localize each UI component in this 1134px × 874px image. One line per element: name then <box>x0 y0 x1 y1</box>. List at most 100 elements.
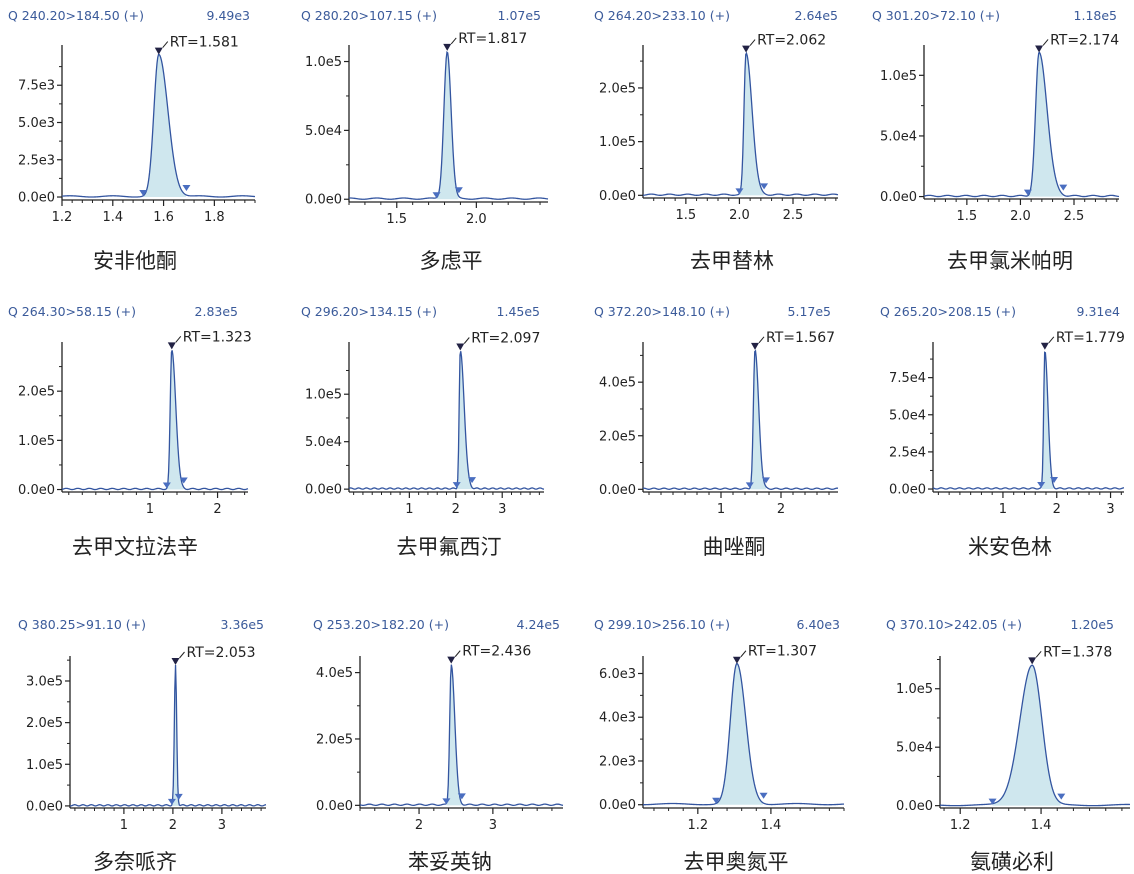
y-tick-label: 4.0e3 <box>599 711 636 726</box>
y-tick-label: 2.0e3 <box>599 754 636 769</box>
y-tick-label: 4.0e5 <box>599 376 636 391</box>
retention-time-label: RT=1.567 <box>766 330 835 346</box>
y-tick-label: 0.0e0 <box>880 190 917 205</box>
peak-end-marker <box>182 185 191 192</box>
retention-time-label: RT=1.378 <box>1043 644 1112 660</box>
x-tick-label: 1 <box>120 818 128 833</box>
transition-label: Q 264.20>233.10 (+) <box>594 8 730 23</box>
y-tick-label: 2.0e5 <box>599 81 636 96</box>
y-tick-label: 2.0e5 <box>316 732 353 747</box>
apex-marker <box>732 656 741 664</box>
x-tick-label: 2.5 <box>783 208 804 223</box>
peak-area <box>716 663 763 805</box>
x-tick-label: 2 <box>452 502 460 517</box>
apex-marker <box>443 43 452 51</box>
compound-name: 米安色林 <box>968 535 1052 559</box>
apex-marker <box>456 343 465 351</box>
peak-end-marker <box>468 477 477 484</box>
peak-start-marker <box>162 482 171 489</box>
rt-leader-line <box>454 650 461 657</box>
x-tick-label: 2 <box>415 818 423 833</box>
rt-leader-line <box>450 37 457 45</box>
rt-leader-line <box>740 650 747 658</box>
chart-svg: Q 370.10>242.05 (+) 1.20e5 氨磺必利 0.0e0 5.0… <box>886 617 1131 874</box>
apex-marker <box>742 45 751 53</box>
chromatogram-panel: Q 264.20>233.10 (+) 2.64e5 去甲替林 0.0e0 1.0… <box>586 0 869 290</box>
chromatogram-trace <box>348 351 545 490</box>
retention-time-label: RT=2.097 <box>471 330 540 346</box>
y-tick-label: 5.0e4 <box>305 124 342 139</box>
retention-time-label: RT=1.779 <box>1056 330 1125 346</box>
transition-label: Q 264.30>58.15 (+) <box>8 304 136 319</box>
chromatogram-trace <box>939 664 1131 807</box>
y-tick-label: 0.0e0 <box>599 798 636 813</box>
rt-leader-line <box>463 337 470 344</box>
apex-marker <box>1035 45 1044 53</box>
retention-time-label: RT=2.174 <box>1050 32 1119 48</box>
x-tick-label: 1.5 <box>957 209 978 224</box>
max-intensity-label: 1.18e5 <box>1074 8 1117 23</box>
transition-label: Q 265.20>208.15 (+) <box>880 304 1016 319</box>
chromatogram-trace <box>923 51 1120 198</box>
chromatogram-panel: Q 253.20>182.20 (+) 4.24e5 苯妥英钠 0.0e0 2.0… <box>305 608 588 874</box>
rt-leader-line <box>162 41 169 48</box>
retention-time-label: RT=1.307 <box>748 644 817 660</box>
x-tick-label: 2.0 <box>466 212 487 227</box>
chromatogram-trace <box>642 663 845 806</box>
peak-start-marker <box>745 482 754 489</box>
retention-time-label: RT=2.062 <box>757 33 826 49</box>
compound-name: 苯妥英钠 <box>408 850 492 874</box>
y-tick-label: 2.0e5 <box>18 385 55 400</box>
transition-label: Q 253.20>182.20 (+) <box>313 617 449 632</box>
chromatogram-panel: Q 265.20>208.15 (+) 9.31e4 米安色林 0.0e0 2.5… <box>872 296 1134 586</box>
transition-label: Q 240.20>184.50 (+) <box>8 8 144 23</box>
y-tick-label: 4.0e5 <box>316 666 353 681</box>
y-tick-label: 0.0e0 <box>18 191 55 206</box>
chromatogram-panel: Q 264.30>58.15 (+) 2.83e5 去甲文拉法辛 0.0e0 1.… <box>0 296 283 586</box>
peak-end-marker <box>454 187 463 194</box>
x-tick-label: 1.4 <box>102 210 123 225</box>
y-tick-label: 5.0e4 <box>889 408 926 423</box>
max-intensity-label: 1.07e5 <box>498 8 541 23</box>
chromatogram-panel: Q 372.20>148.10 (+) 5.17e5 曲唑酮 0.0e0 2.0e… <box>586 296 869 586</box>
x-tick-label: 1.2 <box>687 818 708 833</box>
max-intensity-label: 9.31e4 <box>1077 304 1121 319</box>
apex-marker <box>171 657 180 665</box>
peak-end-marker <box>1057 793 1066 800</box>
chromatogram-trace <box>642 51 839 196</box>
x-tick-label: 1.8 <box>204 210 225 225</box>
chromatogram-panel: Q 301.20>72.10 (+) 1.18e5 去甲氯米帕明 0.0e0 5.… <box>864 0 1134 290</box>
compound-name: 氨磺必利 <box>970 850 1054 874</box>
rt-leader-line <box>758 336 765 344</box>
x-tick-label: 2.0 <box>1010 209 1031 224</box>
transition-label: Q 380.25>91.10 (+) <box>18 617 146 632</box>
x-tick-label: 2 <box>1053 502 1061 517</box>
peak-area <box>143 54 186 198</box>
compound-name: 去甲文拉法辛 <box>72 535 198 559</box>
chart-svg: Q 296.20>134.15 (+) 1.45e5 去甲氟西汀 0.0e0 5.… <box>301 304 545 559</box>
x-tick-label: 3 <box>498 502 506 517</box>
x-tick-label: 1.5 <box>676 208 697 223</box>
max-intensity-label: 1.45e5 <box>497 304 540 319</box>
rt-leader-line <box>1042 39 1049 46</box>
apex-marker <box>154 47 163 55</box>
retention-time-label: RT=2.436 <box>462 644 531 660</box>
x-tick-label: 1.6 <box>153 210 174 225</box>
peak-start-marker <box>988 798 997 805</box>
peak-end-marker <box>1050 477 1059 484</box>
y-tick-label: 2.0e5 <box>26 716 63 731</box>
rt-leader-line <box>175 336 182 343</box>
compound-name: 多虑平 <box>420 249 483 273</box>
y-tick-label: 1.0e5 <box>599 135 636 150</box>
chromatogram-trace <box>61 53 256 198</box>
chromatogram-trace <box>69 665 267 807</box>
chart-svg: Q 240.20>184.50 (+) 9.49e3 安非他酮 0.0e0 2.5… <box>8 8 256 273</box>
chromatogram-trace <box>61 350 249 491</box>
chromatogram-trace <box>642 349 839 490</box>
x-tick-label: 1 <box>717 502 725 517</box>
peak-area <box>1041 352 1054 490</box>
retention-time-label: RT=1.323 <box>183 329 252 345</box>
y-tick-label: 0.0e0 <box>599 483 636 498</box>
peak-start-marker <box>1037 482 1046 489</box>
